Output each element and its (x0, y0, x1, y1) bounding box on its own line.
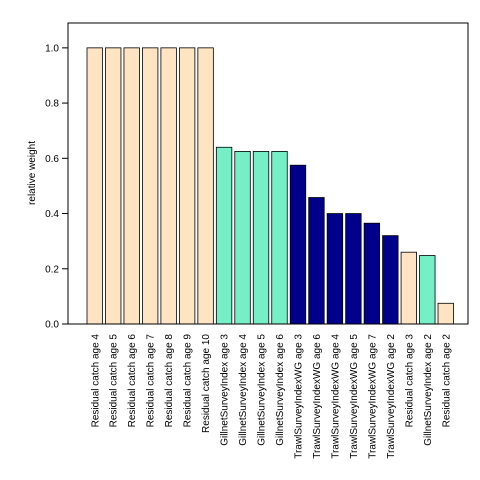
y-tick-label-5: 1.0 (45, 43, 59, 54)
category-label-9: GillnetSurveyIndex age 4 (238, 334, 249, 446)
bar-16 (363, 222, 381, 325)
y-tick-label-4: 0.8 (45, 99, 59, 110)
bar-5 (160, 47, 177, 325)
y-axis-label: relative weight (27, 141, 38, 205)
bars (86, 47, 454, 325)
y-tick-label-3: 0.6 (45, 154, 59, 165)
bar-15 (345, 213, 362, 325)
y-tick-label-0: 0.0 (45, 320, 59, 331)
category-label-11: GillnetSurveyIndex age 6 (275, 334, 286, 446)
category-label-7: Residual catch age 10 (201, 334, 212, 433)
category-label-6: Residual catch age 9 (183, 334, 194, 428)
category-label-20: Residual catch age 2 (441, 334, 452, 428)
bar-17 (382, 235, 399, 325)
bar-2 (105, 47, 122, 325)
bar-1 (86, 47, 103, 325)
bar-14 (326, 213, 344, 325)
y-tick-label-1: 0.2 (45, 264, 59, 275)
category-label-3: Residual catch age 6 (127, 334, 138, 428)
bar-3 (123, 47, 140, 325)
bar-11 (271, 151, 288, 325)
category-label-14: TrawlSurveyIndexWG age 4 (330, 334, 341, 459)
category-label-16: TrawlSurveyIndexWG age 7 (367, 334, 378, 459)
bar-8 (215, 146, 233, 325)
category-label-12: TrawlSurveyIndexWG age 3 (293, 334, 304, 459)
category-label-19: GillnetSurveyIndex age 2 (423, 334, 434, 446)
bar-18 (400, 251, 417, 325)
category-label-17: TrawlSurveyIndexWG age 2 (386, 334, 397, 459)
bar-13 (308, 197, 325, 325)
bar-7 (197, 47, 214, 325)
category-label-4: Residual catch age 7 (146, 334, 157, 428)
bar-12 (289, 164, 307, 325)
category-label-1: Residual catch age 4 (90, 334, 101, 428)
bar-6 (178, 47, 196, 325)
bar-9 (234, 151, 251, 325)
bar-20 (437, 302, 454, 325)
category-label-5: Residual catch age 8 (164, 334, 175, 428)
category-labels: Residual catch age 4 Residual catch age 5… (90, 334, 452, 459)
category-label-10: GillnetSurveyIndex age 5 (257, 334, 268, 446)
category-label-18: Residual catch age 3 (404, 334, 415, 428)
category-label-13: TrawlSurveyIndexWG age 6 (312, 334, 323, 459)
bar-19 (419, 255, 436, 325)
category-label-2: Residual catch age 5 (109, 334, 120, 428)
y-tick-label-2: 0.4 (45, 209, 59, 220)
y-axis: 0.0 0.2 0.4 0.6 0.8 1.0 (45, 43, 69, 331)
bar-4 (142, 47, 159, 325)
category-label-15: TrawlSurveyIndexWG age 5 (349, 334, 360, 459)
bar-10 (252, 151, 270, 325)
category-label-8: GillnetSurveyIndex age 3 (220, 334, 231, 446)
